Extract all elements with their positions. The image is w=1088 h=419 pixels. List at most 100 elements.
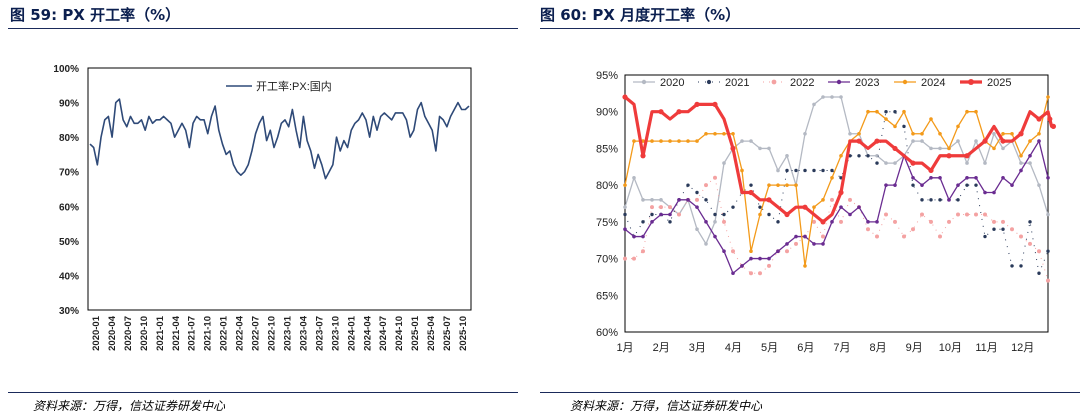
series-point-2020	[704, 242, 708, 246]
series-point-2024	[893, 124, 897, 129]
series-point-2023	[983, 190, 987, 195]
x-tick-label: 2020-10	[139, 316, 150, 351]
plot-area	[87, 67, 472, 311]
series-point-2021	[650, 212, 654, 217]
y-tick-label: 65%	[596, 290, 618, 302]
series-point-2022	[956, 212, 960, 217]
x-tick-label: 2023-10	[330, 316, 341, 351]
series-point-2023	[839, 205, 843, 209]
series-point-2023	[803, 234, 807, 239]
series-point-2022	[947, 219, 951, 224]
series-point-2024	[938, 131, 942, 136]
y-tick-label: 70%	[596, 254, 618, 266]
series-point-2020	[722, 161, 726, 165]
series-point-2024	[1010, 131, 1014, 136]
series-point-2022	[1019, 234, 1023, 239]
series-point-2025	[712, 101, 718, 107]
series-point-2025	[1036, 116, 1042, 122]
x-tick-label: 2024-01	[346, 315, 357, 351]
series-point-2022	[911, 227, 915, 232]
series-point-2021	[704, 198, 708, 202]
series-point-2020	[713, 220, 717, 224]
series-point-2021	[794, 168, 798, 173]
series-point-2020	[911, 139, 915, 143]
legend-label-2024: 2024	[921, 77, 945, 89]
series-point-2025	[748, 189, 754, 196]
series-point-2021	[803, 168, 807, 173]
series-point-2023	[740, 264, 744, 268]
series-point-2021	[857, 154, 861, 158]
x-tick-label: 11月	[975, 342, 997, 354]
y-tick-label: 60%	[59, 202, 79, 213]
series-point-2024	[740, 168, 744, 173]
series-point-2021	[866, 154, 870, 158]
x-tick-label: 2023-07	[314, 316, 325, 351]
right-source-note: 资料来源：万得，信达证券研发中心	[570, 399, 763, 413]
series-point-2020	[1001, 146, 1005, 151]
series-point-2024	[758, 212, 762, 217]
series-point-2022	[785, 249, 789, 254]
legend-marker-2024	[902, 79, 908, 85]
legend-marker-2025	[968, 79, 974, 85]
plot-area	[624, 74, 1049, 333]
series-point-2025	[820, 219, 826, 225]
series-point-2025	[892, 145, 898, 152]
series-point-2022	[641, 249, 645, 254]
series-point-2020	[650, 198, 654, 202]
series-point-2022	[1010, 227, 1014, 232]
series-point-2023	[641, 234, 645, 239]
x-tick-label: 2022-07	[251, 316, 262, 351]
series-point-2024	[722, 131, 726, 136]
series-point-2021	[884, 110, 888, 114]
series-point-2022	[929, 219, 933, 224]
series-point-2024	[884, 117, 888, 121]
y-tick-label: 70%	[59, 168, 79, 179]
series-point-2024	[1046, 95, 1050, 99]
series-point-2024	[677, 139, 681, 143]
series-point-2021	[821, 168, 825, 173]
series-point-2020	[875, 153, 879, 158]
series-line-2023	[624, 140, 1049, 274]
series-point-2020	[965, 161, 969, 165]
series-line-2020	[624, 96, 1049, 245]
series-point-2024	[767, 183, 771, 187]
series-point-2023	[758, 256, 762, 261]
series-line-2024	[624, 96, 1049, 267]
series-point-2025	[946, 153, 952, 159]
series-point-2025	[982, 138, 988, 144]
series-point-2021	[785, 168, 789, 173]
series-point-2025	[1000, 138, 1006, 144]
series-point-2021	[1001, 227, 1005, 231]
series-point-2025	[658, 109, 664, 115]
series-point-2024	[1028, 139, 1032, 143]
series-point-2024	[785, 183, 789, 187]
series-point-2023	[947, 198, 951, 202]
series-point-2024	[713, 131, 717, 136]
series-point-2023	[713, 234, 717, 239]
series-point-2020	[983, 161, 987, 165]
series-point-2021	[983, 234, 987, 239]
series-point-2020	[803, 131, 807, 136]
legend-label-2021: 2021	[725, 77, 749, 89]
series-point-2024	[1037, 131, 1041, 136]
series-point-2022	[794, 241, 798, 246]
series-point-2023	[1001, 176, 1005, 180]
series-point-2021	[812, 168, 816, 173]
series-point-2023	[749, 256, 753, 261]
series-point-2024	[947, 146, 951, 151]
series-point-2023	[812, 242, 816, 246]
series-line-2022	[625, 177, 1049, 281]
series-point-2023	[938, 176, 942, 180]
series-point-2024	[821, 198, 825, 202]
series-point-2023	[920, 183, 924, 187]
series-point-2022	[650, 205, 654, 210]
series-point-2022	[893, 219, 897, 224]
legend-label-2023: 2023	[855, 77, 879, 89]
series-point-2021	[992, 227, 996, 231]
series-point-2023	[1010, 183, 1014, 187]
legend-marker-2022	[771, 79, 777, 85]
y-tick-label: 100%	[53, 64, 79, 75]
series-point-2020	[956, 139, 960, 143]
x-tick-label: 2024-10	[394, 316, 405, 351]
series-point-2023	[659, 212, 663, 217]
